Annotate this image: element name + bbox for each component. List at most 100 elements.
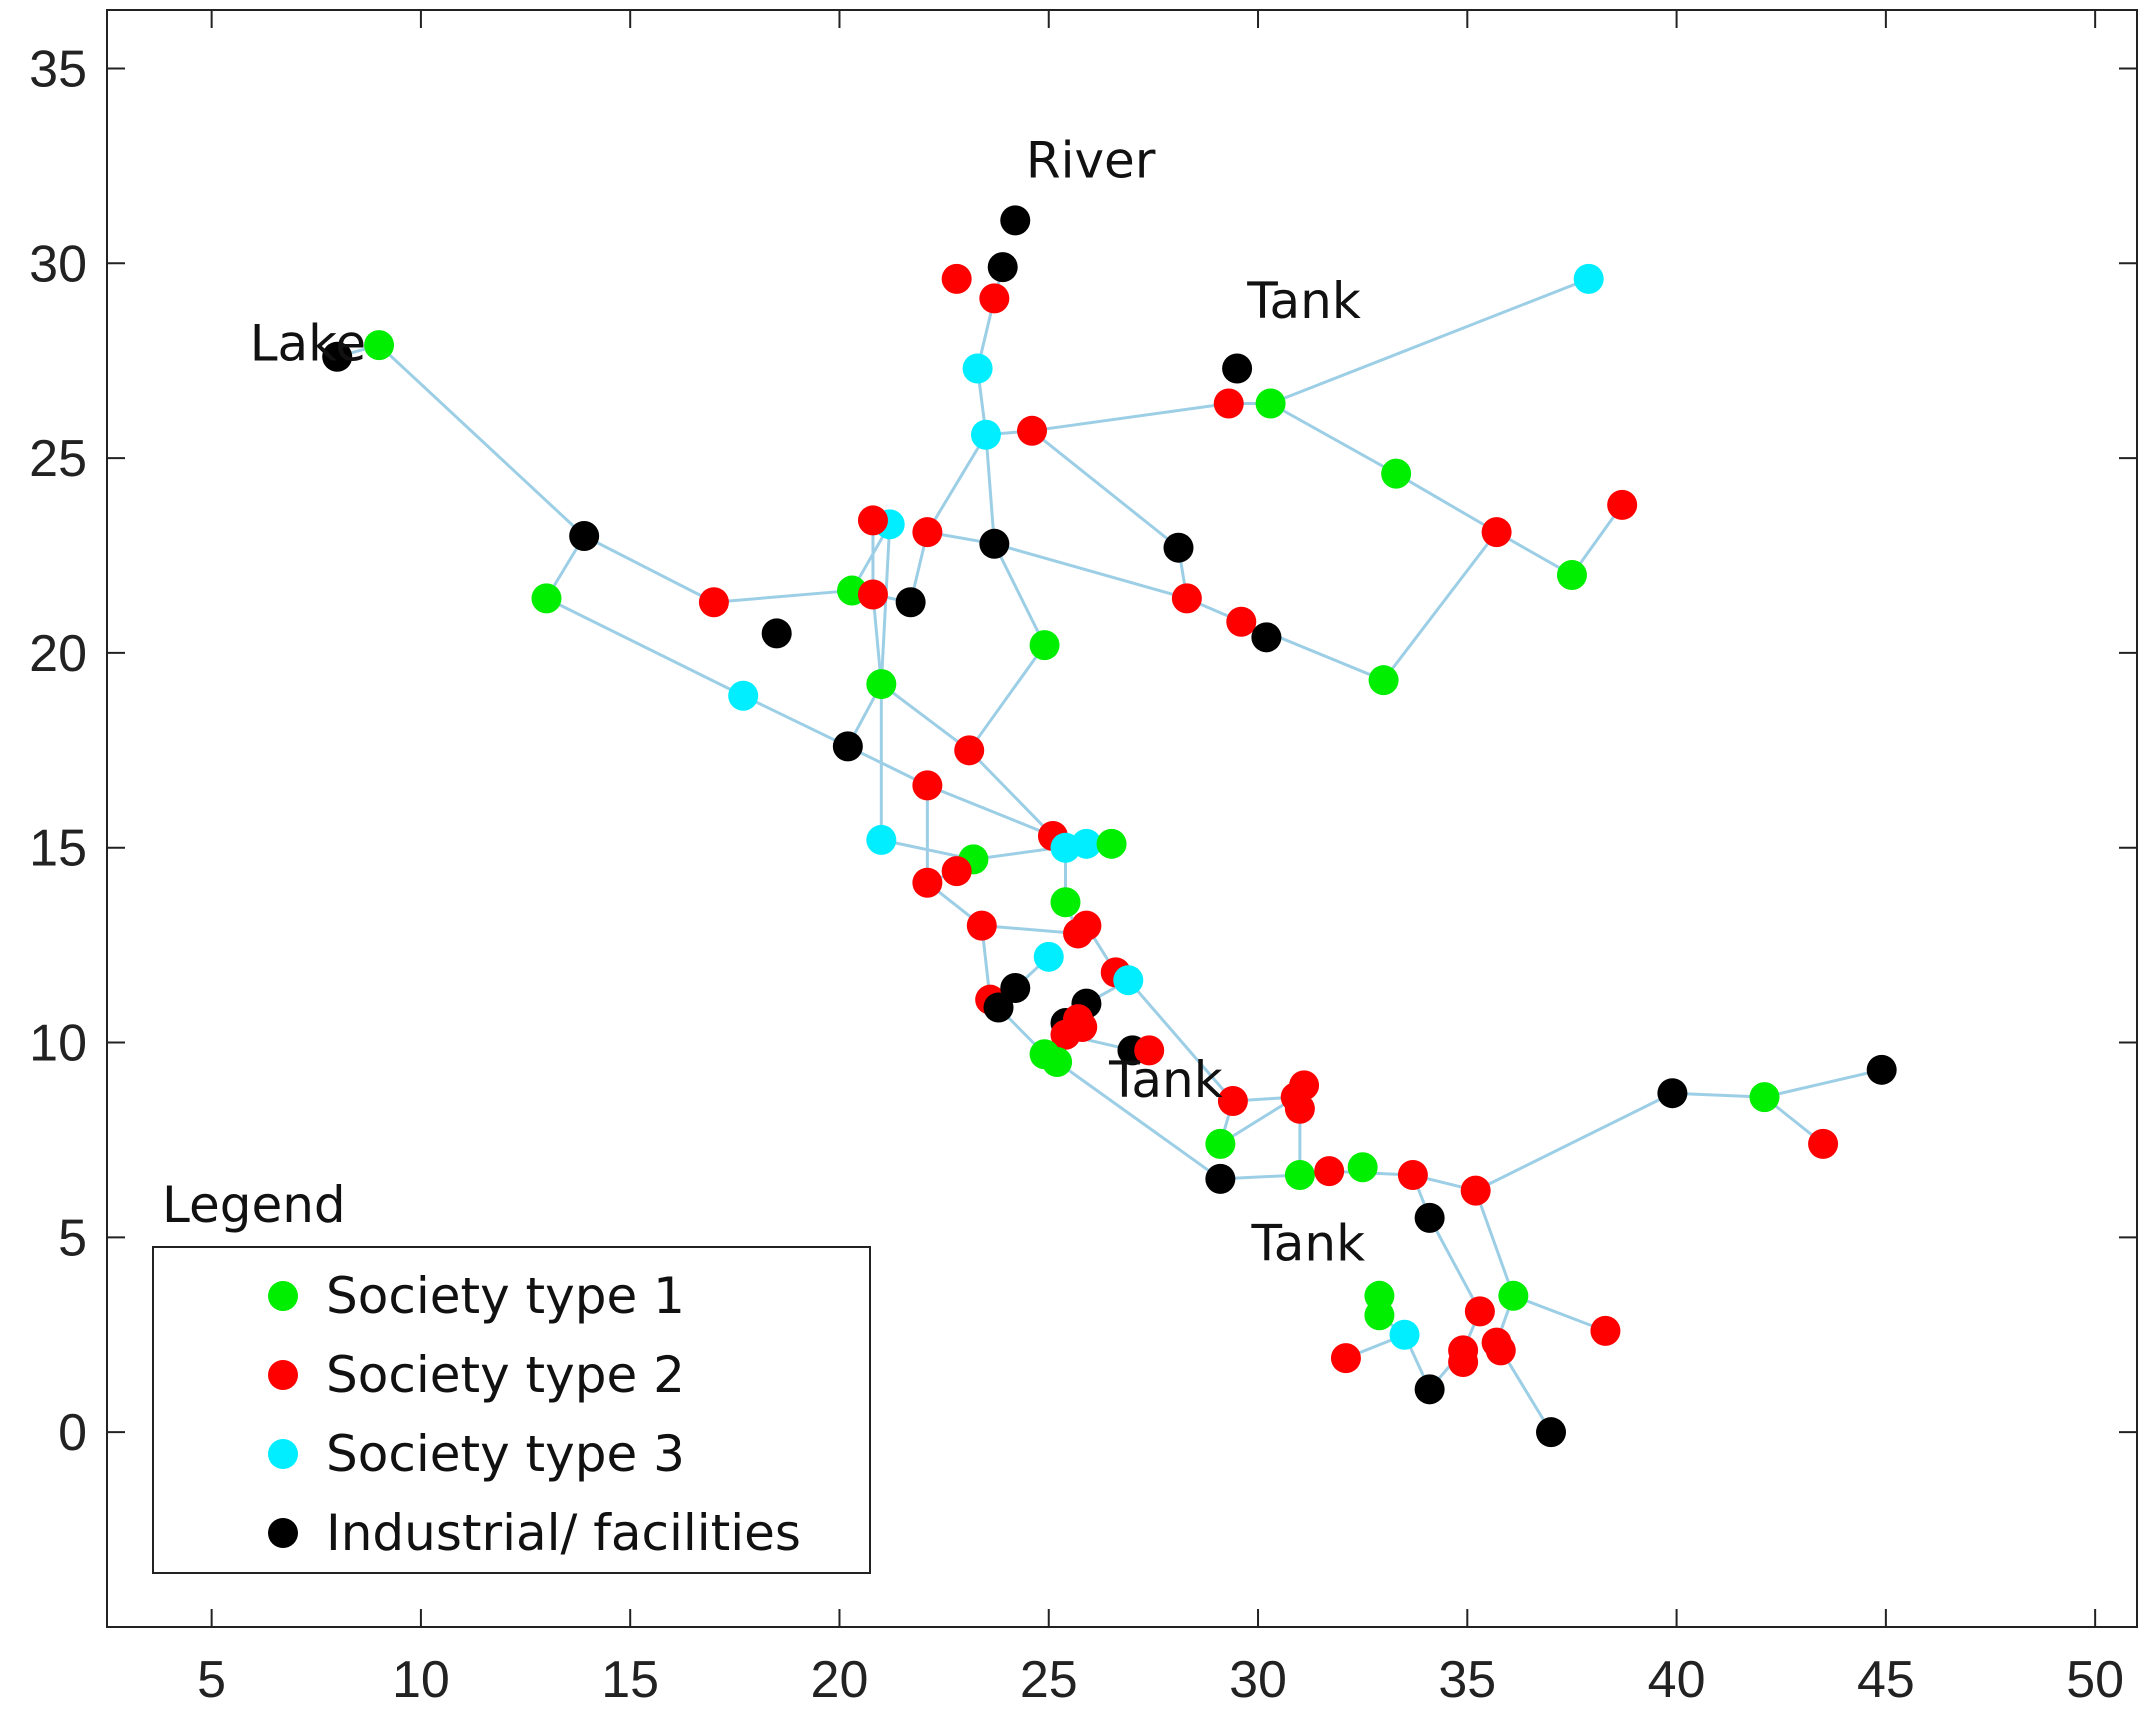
node-type3: [1071, 828, 1102, 859]
node-type2: [1448, 1347, 1479, 1378]
node-type1: [1364, 1300, 1395, 1331]
node-type2: [1460, 1175, 1491, 1206]
network-edge: [1395, 472, 1498, 534]
node-type2: [1397, 1160, 1428, 1191]
x-tick-label: 35: [1438, 1651, 1496, 1709]
node-type2: [1481, 1327, 1512, 1358]
x-tick-label: 25: [1020, 1651, 1078, 1709]
node-industrial: [895, 587, 926, 618]
node-type1: [1205, 1128, 1236, 1159]
node-industrial: [1163, 532, 1194, 563]
network-edge: [879, 524, 892, 685]
node-type2: [941, 856, 972, 887]
legend-label-industrial: Industrial/ facilities: [326, 1504, 801, 1562]
annotation-tank: Tank: [1108, 1051, 1223, 1109]
node-type2: [857, 505, 888, 536]
legend-marker-type1: [268, 1281, 298, 1311]
node-type1: [1096, 828, 1127, 859]
network-edge: [926, 433, 988, 533]
node-type2: [1590, 1315, 1621, 1346]
network-edge: [880, 682, 971, 752]
node-type1: [866, 669, 897, 700]
node-type3: [1573, 263, 1604, 294]
x-tick-label: 30: [1229, 1651, 1287, 1709]
node-type2: [941, 263, 972, 294]
node-type1: [1381, 458, 1412, 489]
legend-marker-type2: [268, 1360, 298, 1390]
legend-label-type1: Society type 1: [326, 1267, 685, 1325]
node-type2: [1017, 415, 1048, 446]
legend: Legend Society type 1 Society type 2 Socie…: [152, 1176, 871, 1574]
node-industrial: [1536, 1417, 1567, 1448]
node-industrial: [569, 521, 600, 552]
node-type3: [1113, 965, 1144, 996]
x-tick-label: 45: [1857, 1651, 1915, 1709]
network-edge: [968, 644, 1046, 752]
node-type2: [1217, 1085, 1248, 1116]
node-industrial: [832, 731, 863, 762]
y-tick-label: 30: [29, 235, 87, 293]
node-industrial: [1205, 1163, 1236, 1194]
annotation-lake: Lake: [250, 315, 366, 373]
plot-frame: [106, 9, 2138, 1628]
node-type2: [1213, 388, 1244, 419]
node-type1: [1498, 1280, 1529, 1311]
x-tick-label: 5: [197, 1651, 226, 1709]
node-type1: [1255, 388, 1286, 419]
node-industrial: [1000, 205, 1031, 236]
node-industrial: [322, 341, 353, 372]
node-type2: [1063, 918, 1094, 949]
network-edge: [1764, 1068, 1883, 1099]
network-edge: [992, 543, 1046, 646]
y-tick-label: 25: [29, 430, 87, 488]
node-type2: [1808, 1128, 1839, 1159]
y-tick-label: 15: [29, 820, 87, 878]
node-type1: [1749, 1082, 1780, 1113]
node-industrial: [979, 528, 1010, 559]
node-type1: [1284, 1160, 1315, 1191]
node-industrial: [1222, 353, 1253, 384]
node-type2: [1171, 583, 1202, 614]
node-industrial: [1414, 1202, 1445, 1233]
node-type2: [979, 283, 1010, 314]
annotation-tank: Tank: [1250, 1215, 1365, 1273]
x-tick-label: 50: [2066, 1651, 2124, 1709]
node-type3: [962, 353, 993, 384]
node-industrial: [761, 618, 792, 649]
node-type2: [1481, 517, 1512, 548]
network-edge: [1672, 1091, 1765, 1099]
node-type1: [1347, 1152, 1378, 1183]
network-edge: [1382, 531, 1498, 682]
node-type2: [1607, 489, 1638, 520]
legend-title: Legend: [162, 1176, 346, 1234]
node-type2: [966, 910, 997, 941]
node-type2: [1284, 1093, 1315, 1124]
node-type2: [698, 587, 729, 618]
node-industrial: [1657, 1078, 1688, 1109]
y-tick-label: 10: [29, 1015, 87, 1073]
node-type3: [728, 680, 759, 711]
node-type2: [1314, 1156, 1345, 1187]
node-type2: [1464, 1296, 1495, 1327]
node-type2: [954, 735, 985, 766]
network-edge: [713, 589, 853, 604]
node-type1: [1042, 1047, 1073, 1078]
node-type2: [1067, 1011, 1098, 1042]
network-edge: [1031, 402, 1229, 433]
node-type1: [1368, 665, 1399, 696]
network-edge: [1512, 1294, 1606, 1333]
network-edge: [583, 534, 715, 604]
y-tick-label: 35: [29, 40, 87, 98]
network-edge: [1474, 1190, 1515, 1297]
x-tick-label: 40: [1648, 1651, 1706, 1709]
node-industrial: [1866, 1054, 1897, 1085]
network-edge: [1127, 979, 1235, 1102]
x-tick-label: 15: [601, 1651, 659, 1709]
legend-marker-type3: [268, 1439, 298, 1469]
y-tick-label: 5: [58, 1209, 87, 1267]
legend-label-type2: Society type 2: [326, 1346, 685, 1404]
node-type2: [1134, 1035, 1165, 1066]
network-edge: [984, 434, 996, 544]
node-industrial: [1000, 972, 1031, 1003]
